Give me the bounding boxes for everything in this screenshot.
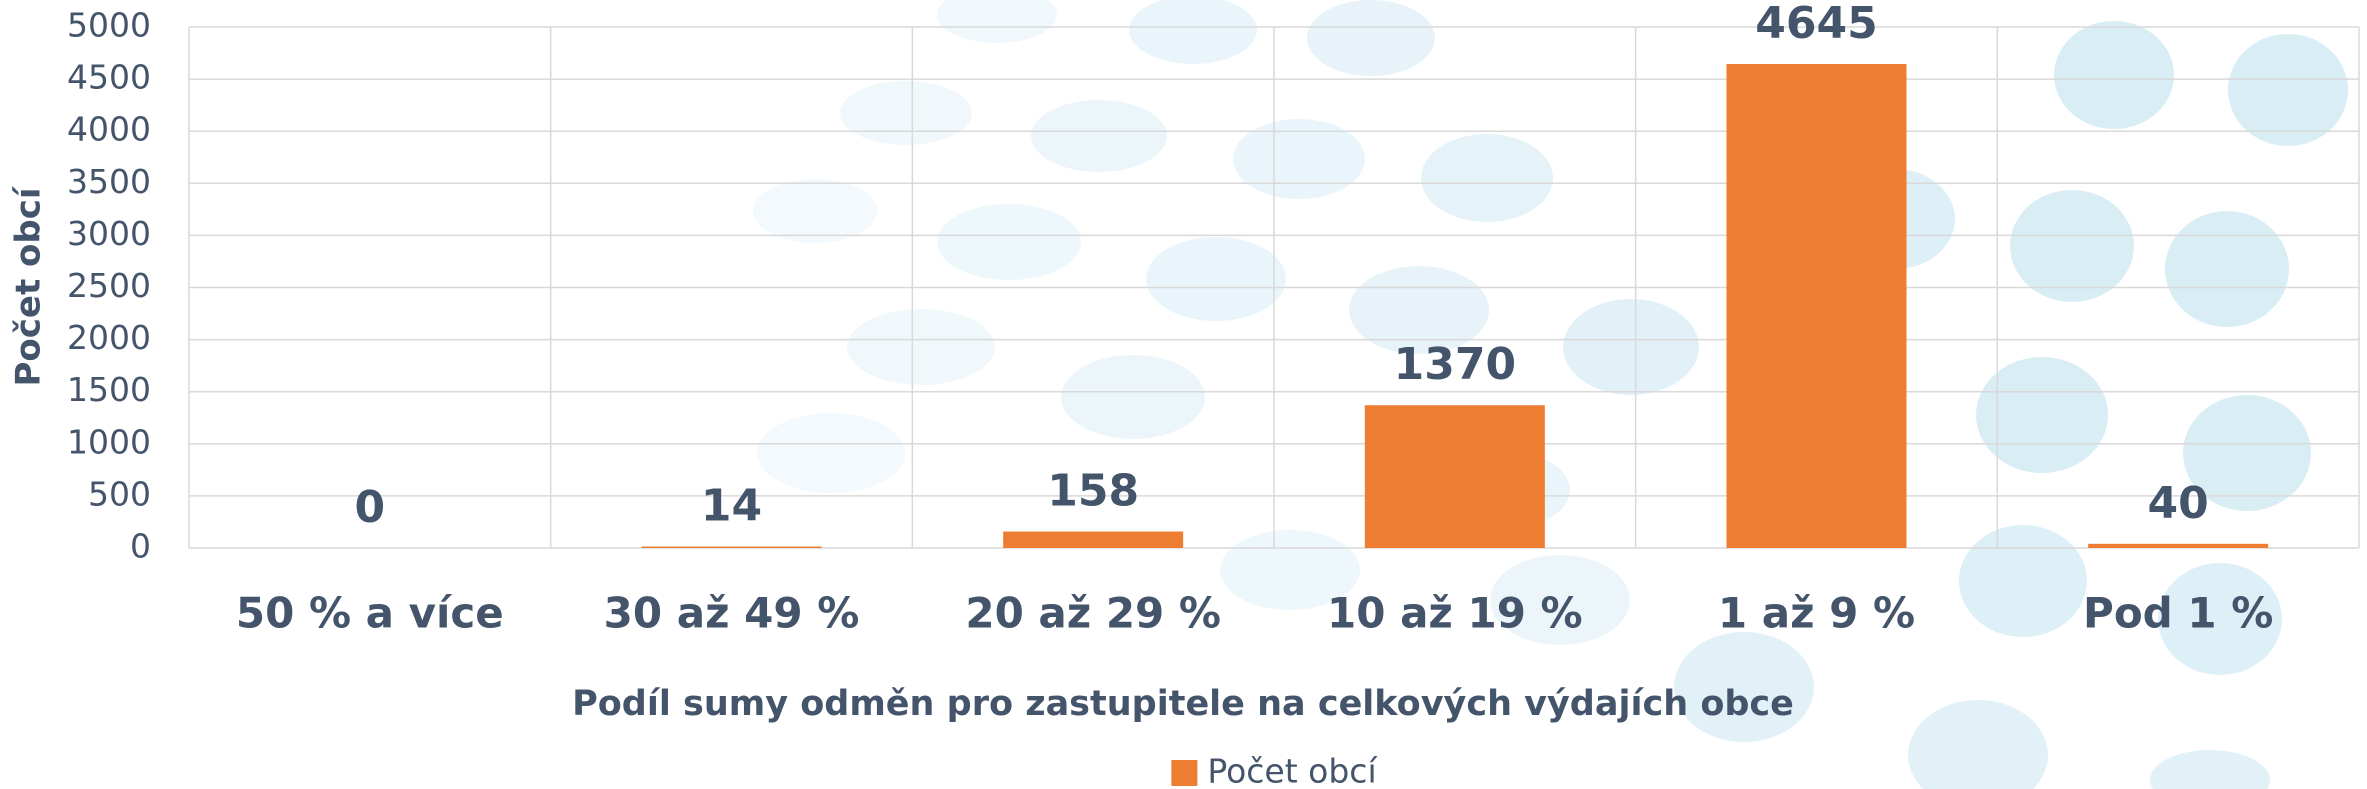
y-tick-label: 500 [88, 474, 151, 513]
y-axis-title: Počet obcí [9, 185, 49, 386]
bar [1726, 63, 1907, 549]
value-label: 1370 [1394, 339, 1516, 390]
x-axis-title: Podíl sumy odměn pro zastupitele na celk… [572, 684, 1794, 724]
y-tick-label: 2000 [67, 318, 151, 357]
bar [641, 546, 822, 548]
value-label: 158 [1047, 466, 1139, 517]
x-tick-label: 20 až 29 % [965, 589, 1221, 638]
y-tick-label: 2500 [67, 266, 151, 305]
x-tick-label: 10 až 19 % [1327, 589, 1583, 638]
legend-swatch [1171, 760, 1198, 786]
background-decoration [753, 0, 2348, 789]
value-label: 14 [701, 481, 762, 532]
bar [1003, 531, 1184, 548]
x-tick-label: 50 % a více [236, 589, 504, 638]
value-label: 0 [355, 482, 386, 533]
bar [1364, 405, 1545, 548]
legend-label: Počet obcí [1207, 752, 1378, 789]
y-tick-label: 4500 [67, 58, 151, 97]
y-tick-label: 4000 [67, 110, 151, 149]
x-tick-label: Pod 1 % [2083, 589, 2273, 638]
y-tick-label: 1000 [67, 422, 151, 461]
legend: Počet obcí [1171, 752, 1378, 789]
bar [2088, 543, 2269, 548]
grid [188, 26, 2360, 549]
value-label: 40 [2148, 478, 2209, 529]
y-tick-label: 1500 [67, 370, 151, 409]
y-tick-label: 3500 [67, 162, 151, 201]
value-label: 4645 [1755, 0, 1877, 49]
x-tick-label: 30 až 49 % [604, 589, 860, 638]
y-tick-label: 5000 [67, 6, 151, 45]
x-tick-label: 1 až 9 % [1718, 589, 1915, 638]
y-tick-label: 0 [130, 527, 151, 566]
y-tick-label: 3000 [67, 214, 151, 253]
